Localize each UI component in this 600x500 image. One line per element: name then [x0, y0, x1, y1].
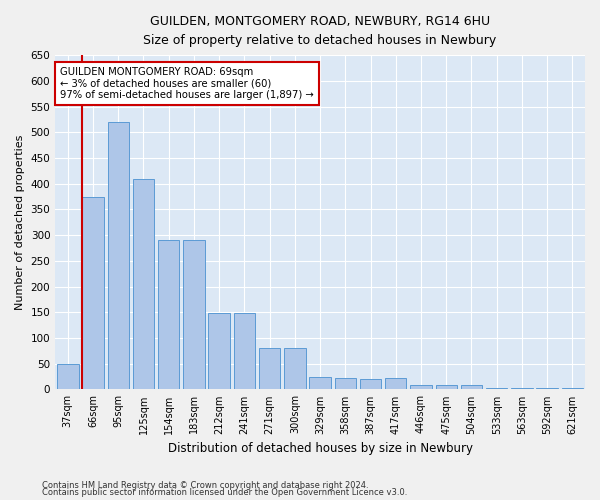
Bar — [284, 348, 305, 390]
Title: GUILDEN, MONTGOMERY ROAD, NEWBURY, RG14 6HU
Size of property relative to detache: GUILDEN, MONTGOMERY ROAD, NEWBURY, RG14 … — [143, 15, 497, 47]
Bar — [82, 196, 104, 390]
Bar — [208, 314, 230, 390]
Y-axis label: Number of detached properties: Number of detached properties — [15, 134, 25, 310]
Text: GUILDEN MONTGOMERY ROAD: 69sqm
← 3% of detached houses are smaller (60)
97% of s: GUILDEN MONTGOMERY ROAD: 69sqm ← 3% of d… — [61, 67, 314, 100]
Bar — [233, 314, 255, 390]
Bar — [486, 388, 508, 390]
Bar — [158, 240, 179, 390]
X-axis label: Distribution of detached houses by size in Newbury: Distribution of detached houses by size … — [167, 442, 473, 455]
Bar — [511, 388, 533, 390]
Bar — [360, 379, 381, 390]
Bar — [536, 388, 558, 390]
Bar — [259, 348, 280, 390]
Bar — [133, 178, 154, 390]
Bar — [183, 240, 205, 390]
Bar — [562, 388, 583, 390]
Text: Contains public sector information licensed under the Open Government Licence v3: Contains public sector information licen… — [42, 488, 407, 497]
Bar — [385, 378, 406, 390]
Bar — [107, 122, 129, 390]
Text: Contains HM Land Registry data © Crown copyright and database right 2024.: Contains HM Land Registry data © Crown c… — [42, 480, 368, 490]
Bar — [335, 378, 356, 390]
Bar — [461, 386, 482, 390]
Bar — [410, 386, 432, 390]
Bar — [436, 386, 457, 390]
Bar — [57, 364, 79, 390]
Bar — [310, 376, 331, 390]
